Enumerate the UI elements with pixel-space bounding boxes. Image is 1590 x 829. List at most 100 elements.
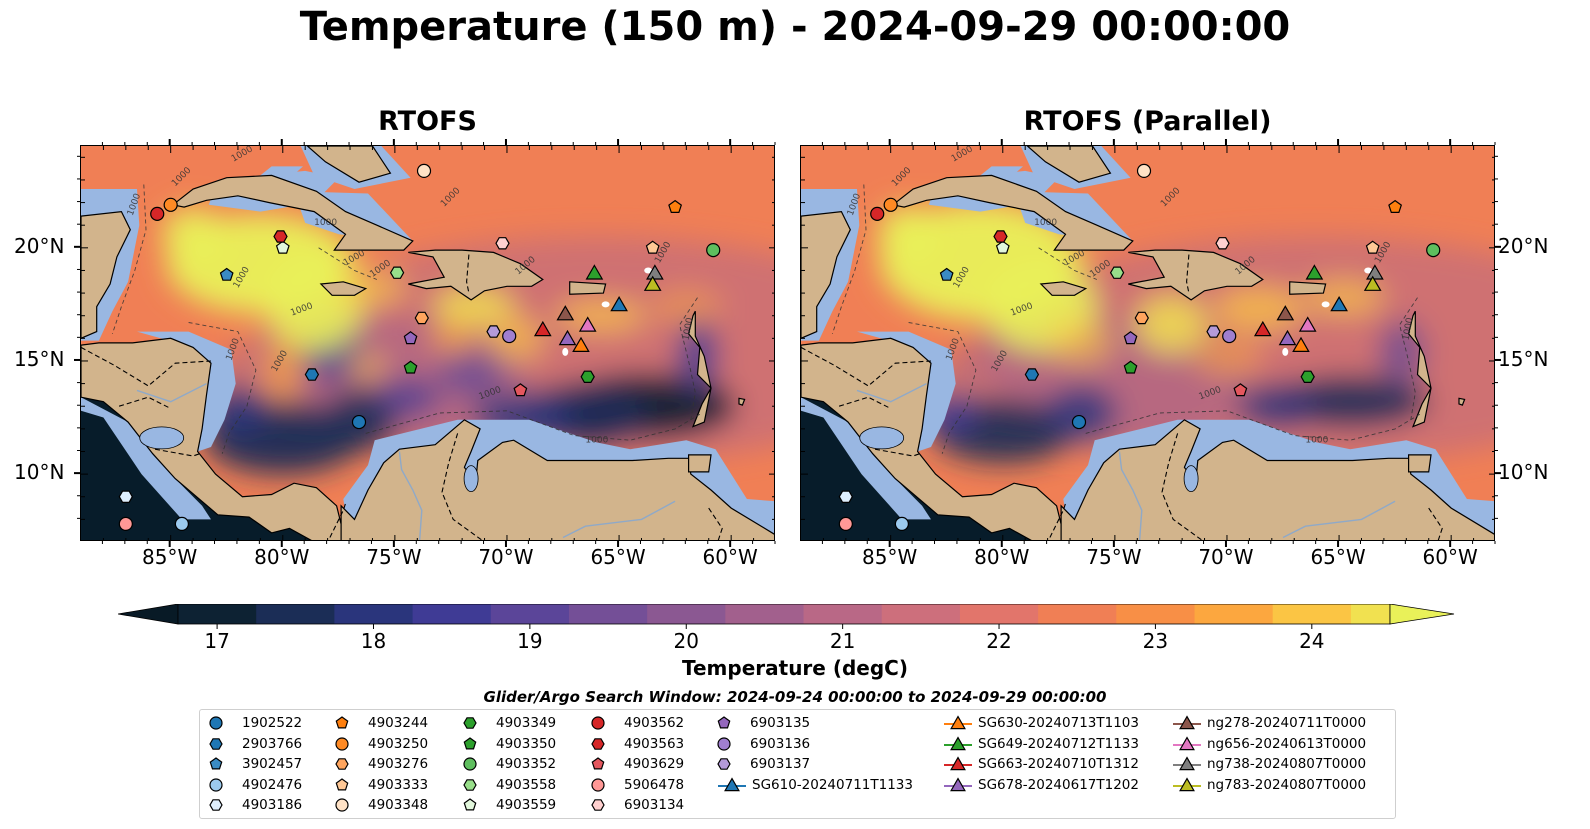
colorbar-tick-label: 21 [829, 629, 856, 653]
platform-4903244[interactable] [1388, 199, 1403, 214]
platform-4903352[interactable] [1426, 242, 1441, 258]
platform-1902522[interactable] [351, 414, 367, 430]
platform-SG610-20240711T1133[interactable] [610, 296, 628, 312]
platform-4902476[interactable] [174, 516, 189, 531]
platform-ng656-20240613T0000[interactable] [578, 316, 597, 332]
platform-3902457[interactable] [219, 267, 234, 281]
platform-SG610-20240711T1133[interactable] [1330, 296, 1348, 312]
platform-4903559[interactable] [275, 240, 290, 254]
land-cuba [891, 174, 1134, 251]
platform-6903135[interactable] [403, 331, 418, 345]
platform-ng738-20240807T0000[interactable] [1366, 264, 1384, 280]
platform-4903563[interactable] [273, 230, 288, 243]
lon-label-left-panel: 70°W [478, 545, 534, 569]
lat-label-left: 20°N [14, 233, 65, 258]
lat-label-left: 15°N [14, 346, 65, 371]
platform-4902476[interactable] [894, 516, 909, 531]
hexagon-marker-icon [717, 758, 731, 770]
legend-label: 4903559 [496, 797, 557, 814]
colorbar-segment [1194, 604, 1274, 624]
legend-label: 1902522 [242, 715, 303, 731]
platform-6903135[interactable] [1123, 331, 1138, 345]
platform-SG678-20240617T1202[interactable] [558, 329, 577, 346]
land-puertorico [1289, 281, 1327, 295]
platform-ng278-20240711T0000[interactable] [1276, 305, 1295, 321]
lon-label-left-panel: 65°W [590, 545, 646, 569]
legend-label: 6903134 [624, 797, 685, 814]
platform-4903563[interactable] [993, 230, 1008, 243]
legend-label: 4903186 [242, 797, 303, 814]
platform-SG678-20240617T1202[interactable] [1278, 329, 1297, 346]
platform-4903333[interactable] [1365, 240, 1380, 254]
platform-4903350[interactable] [1123, 360, 1138, 374]
platform-ng783-20240807T0000[interactable] [643, 275, 662, 291]
platform-4903562[interactable] [870, 206, 885, 221]
platform-SG663-20240710T1312[interactable] [1253, 320, 1272, 337]
pentagon-marker-icon [209, 757, 223, 770]
platform-6903134[interactable] [495, 237, 510, 250]
map-panel-rtofs[interactable]: 1000 1000 1000 1000 1000 1000 1000 1000 1000 1000… [80, 145, 775, 541]
platform-SG630-20240713T1103[interactable] [572, 336, 590, 352]
lon-label-right-panel: 65°W [1310, 545, 1366, 569]
platform-4903333[interactable] [645, 240, 660, 254]
map-panel-rtofs-parallel[interactable]: 1000 1000 1000 1000 1000 1000 1000 1000 1000 1000… [800, 145, 1495, 541]
platform-4903244[interactable] [668, 199, 683, 214]
colorbar-segment [1350, 604, 1391, 624]
platform-4903348[interactable] [416, 163, 432, 178]
platform-6903134[interactable] [1215, 237, 1230, 250]
platform-1902522[interactable] [1071, 414, 1087, 430]
platform-4903629[interactable] [513, 383, 528, 397]
platform-4903629[interactable] [1233, 383, 1248, 397]
platform-4903348[interactable] [1136, 163, 1152, 178]
platform-4903276[interactable] [1134, 311, 1149, 325]
platform-6903136[interactable] [1222, 328, 1237, 344]
legend-label: ng783-20240807T0000 [1207, 776, 1367, 793]
platform-4903349[interactable] [580, 370, 595, 383]
platform-5906478[interactable] [838, 516, 853, 531]
data-gap [1364, 267, 1373, 274]
platform-ng656-20240613T0000[interactable] [1298, 316, 1317, 332]
colorbar-tick-label: 19 [517, 629, 543, 653]
platform-4903350[interactable] [403, 360, 418, 374]
land-bahamas [306, 146, 392, 183]
platform-4903352[interactable] [706, 242, 721, 258]
platform-4903276[interactable] [414, 311, 429, 325]
platform-4903250[interactable] [883, 197, 898, 212]
platform-4903349[interactable] [1300, 370, 1315, 383]
platform-SG649-20240712T1133[interactable] [585, 264, 604, 280]
legend-label: 4903562 [624, 715, 685, 731]
platform-2903766[interactable] [1024, 368, 1040, 381]
platform-SG649-20240712T1133[interactable] [1305, 264, 1324, 280]
colorbar-segment [178, 604, 257, 624]
platform-6903137[interactable] [1206, 325, 1221, 338]
hexagon-marker-icon [209, 737, 223, 750]
platform-5906478[interactable] [118, 516, 133, 531]
triangle-marker-icon [1173, 735, 1201, 750]
platform-4903250[interactable] [163, 197, 178, 212]
platform-3902457[interactable] [939, 267, 954, 281]
platform-ng278-20240711T0000[interactable] [556, 305, 575, 321]
platform-legend: 1902522 2903766 3902457 4902476 4903186 49032… [199, 709, 1396, 819]
frame-ticks [801, 146, 1494, 540]
circle-marker-icon [335, 736, 349, 751]
platform-6903136[interactable] [502, 328, 517, 344]
platform-4903186[interactable] [838, 490, 853, 503]
platform-4903558[interactable] [389, 266, 405, 279]
platform-ng783-20240807T0000[interactable] [1363, 275, 1382, 291]
platform-SG663-20240710T1312[interactable] [533, 320, 552, 337]
lon-label-left-panel: 80°W [254, 545, 310, 569]
pentagon-marker-icon [335, 716, 349, 729]
colorbar-extend-high [1389, 604, 1455, 625]
platform-2903766[interactable] [304, 368, 320, 381]
platform-4903559[interactable] [995, 240, 1010, 254]
legend-label: 5906478 [624, 776, 685, 793]
temperature-colorbar [118, 604, 1455, 629]
platform-6903137[interactable] [486, 325, 501, 338]
platform-4903558[interactable] [1109, 266, 1125, 279]
platform-ng738-20240807T0000[interactable] [646, 264, 664, 280]
platform-SG630-20240713T1103[interactable] [1292, 336, 1310, 352]
platform-4903186[interactable] [118, 490, 133, 503]
isobath-label: 1000 [682, 317, 696, 342]
platform-4903562[interactable] [150, 206, 165, 221]
data-gap [1321, 301, 1330, 308]
